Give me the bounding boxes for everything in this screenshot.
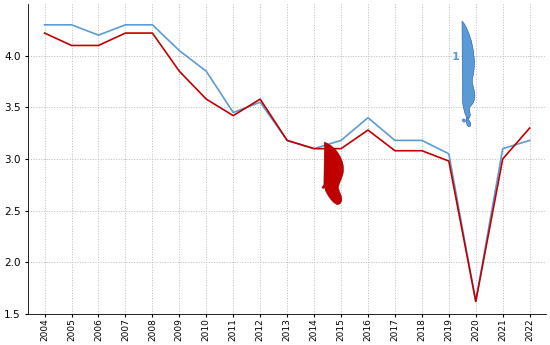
Text: 1: 1 [452,52,460,62]
Polygon shape [462,21,475,119]
Polygon shape [324,142,344,205]
Polygon shape [322,185,325,189]
Polygon shape [466,117,471,127]
Polygon shape [462,119,466,122]
